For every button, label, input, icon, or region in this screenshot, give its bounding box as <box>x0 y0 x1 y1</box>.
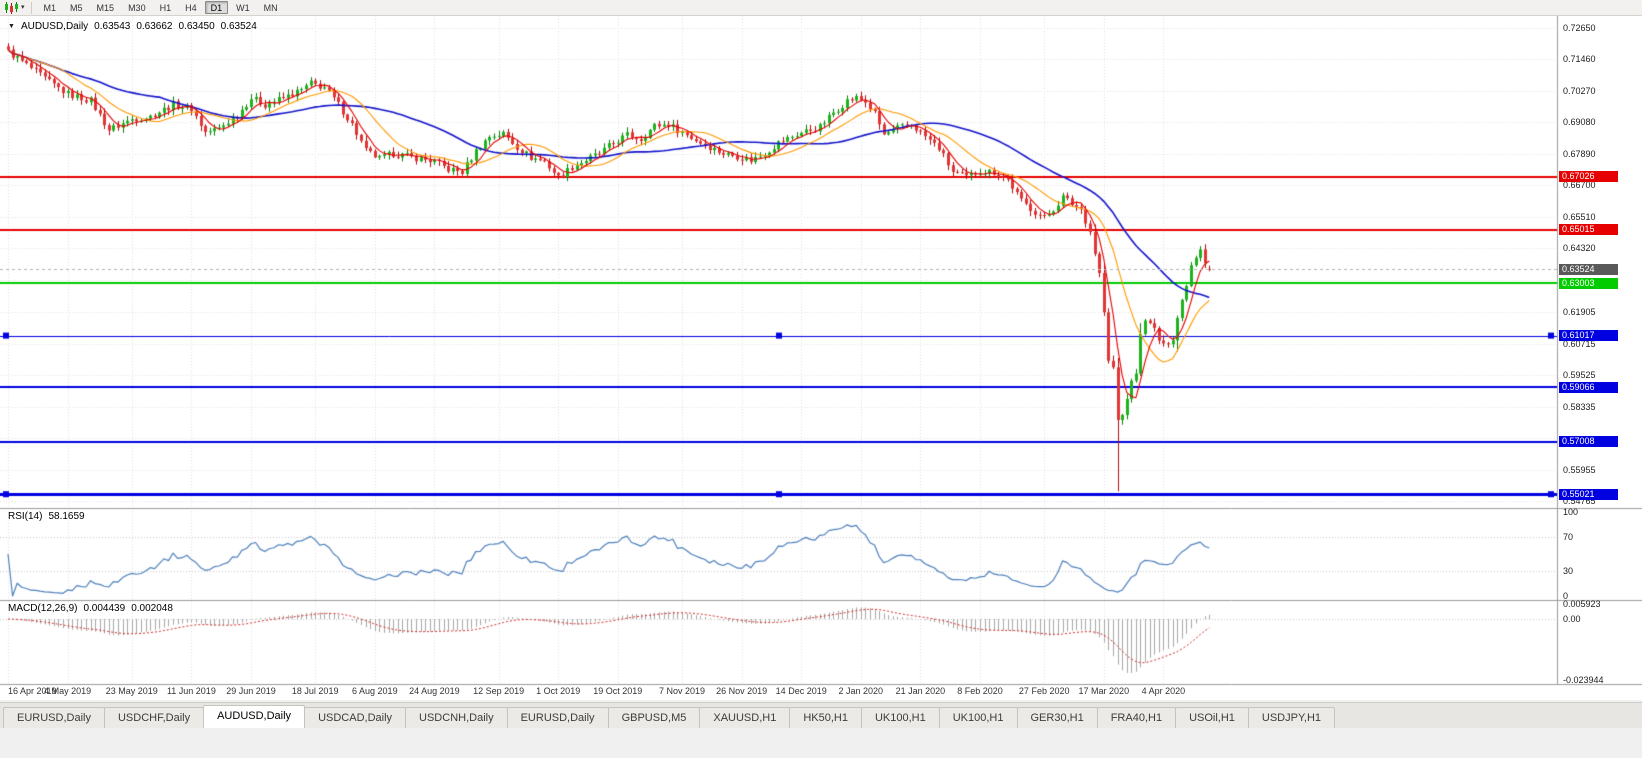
toolbar-separator <box>30 1 32 14</box>
collapse-triangle-icon[interactable]: ▼ <box>8 23 15 30</box>
chart-tab-uk100-h1[interactable]: UK100,H1 <box>938 707 1018 728</box>
chart-tab-usdchf-daily[interactable]: USDCHF,Daily <box>103 707 205 728</box>
timeframe-button-m5[interactable]: M5 <box>70 3 83 13</box>
price-scale-tick: 0.54765 <box>1563 495 1596 506</box>
ohlc-low: 0.63450 <box>178 21 215 32</box>
ohlc-close: 0.63524 <box>220 21 257 32</box>
chart-tab-eurusd-daily[interactable]: EURUSD,Daily <box>3 707 105 728</box>
rsi-pane-label: RSI(14) 58.1659 <box>8 511 85 522</box>
chart-title: ▼ AUDUSD,Daily 0.63543 0.63662 0.63450 0… <box>8 21 257 32</box>
rsi-name: RSI(14) <box>8 511 43 522</box>
price-scale-tick: 0.58335 <box>1563 401 1596 412</box>
date-label: 16 Apr 2019 <box>8 686 57 696</box>
timeframe-button-w1[interactable]: W1 <box>236 3 250 13</box>
rsi-scale-tick: 0 <box>1563 591 1569 601</box>
date-label: 7 Nov 2019 <box>658 686 706 696</box>
date-label: 18 Jul 2019 <box>291 686 339 696</box>
hline-price-box: 0.61017 <box>1559 330 1618 342</box>
date-label: 4 May 2019 <box>44 686 92 696</box>
date-label: 29 Jun 2019 <box>226 686 276 696</box>
price-scale-tick: 0.69080 <box>1563 117 1596 128</box>
price-scale-tick: 0.64320 <box>1563 243 1596 254</box>
hline-price-box: 0.63003 <box>1559 277 1618 289</box>
timeframe-button-m30[interactable]: M30 <box>128 3 146 13</box>
price-scale-tick: 0.55955 <box>1563 464 1596 475</box>
rsi-scale-tick: 100 <box>1563 507 1579 517</box>
price-scale-tick: 0.61905 <box>1563 307 1596 318</box>
timeframe-button-d1[interactable]: D1 <box>204 1 229 14</box>
price-scale-tick: 0.67890 <box>1563 148 1596 159</box>
date-label: 1 Oct 2019 <box>536 686 581 696</box>
timeframe-button-mn[interactable]: MN <box>263 3 278 13</box>
macd-signal-value: 0.002048 <box>131 603 173 614</box>
ohlc-open: 0.63543 <box>94 21 131 32</box>
date-label: 19 Oct 2019 <box>593 686 643 696</box>
hline-price-box: 0.65015 <box>1559 224 1618 236</box>
date-label: 12 Sep 2019 <box>473 686 525 696</box>
chart-symbol-period: AUDUSD,Daily <box>20 21 89 32</box>
macd-scale-tick: 0.005923 <box>1563 599 1601 609</box>
date-label: 4 Apr 2020 <box>1141 686 1186 696</box>
date-label: 11 Jun 2019 <box>166 686 216 696</box>
date-label: 24 Aug 2019 <box>409 686 460 696</box>
dropdown-arrow-icon[interactable]: ▾ <box>21 4 25 11</box>
timeframe-button-m1[interactable]: M1 <box>43 3 57 13</box>
chart-tab-hk50-h1[interactable]: HK50,H1 <box>789 707 862 728</box>
price-scale-tick: 0.66700 <box>1563 180 1596 191</box>
price-scale-tick: 0.72650 <box>1563 22 1596 33</box>
chart-tab-usoil-h1[interactable]: USOil,H1 <box>1175 707 1249 728</box>
timeframe-button-h1[interactable]: H1 <box>159 3 172 13</box>
price-scale-tick: 0.65510 <box>1563 211 1596 222</box>
hline-price-box: 0.57008 <box>1559 436 1618 448</box>
chart-tab-audusd-daily[interactable]: AUDUSD,Daily <box>203 705 306 728</box>
chart-tab-eurusd-daily[interactable]: EURUSD,Daily <box>506 707 609 728</box>
price-scale-tick: 0.70270 <box>1563 85 1596 96</box>
chart-tab-uk100-h1[interactable]: UK100,H1 <box>860 707 940 728</box>
date-label: 26 Nov 2019 <box>716 686 768 696</box>
hline-price-box: 0.59066 <box>1559 381 1618 393</box>
macd-main-value: 0.004439 <box>83 603 126 614</box>
price-scale-tick: 0.60715 <box>1563 338 1596 349</box>
macd-scale-tick: 0.00 <box>1563 614 1581 625</box>
chart-tab-gbpusd-m5[interactable]: GBPUSD,M5 <box>607 707 701 728</box>
chart-tab-usdcad-daily[interactable]: USDCAD,Daily <box>304 707 407 728</box>
hline-price-box: 0.55021 <box>1559 488 1618 500</box>
macd-name: MACD(12,26,9) <box>8 603 78 614</box>
date-label: 8 Feb 2020 <box>957 686 1003 696</box>
chart-tabs: EURUSD,Daily USDCHF,Daily AUDUSD,Daily USDC… <box>0 702 1642 728</box>
price-scale-tick: 0.59525 <box>1563 370 1596 381</box>
rsi-scale-tick: 30 <box>1563 565 1574 576</box>
chart-type-icon[interactable] <box>3 1 19 14</box>
chart-tab-usdjpy-h1[interactable]: USDJPY,H1 <box>1247 707 1336 728</box>
current-price-box: 0.63524 <box>1559 263 1618 275</box>
date-label: 27 Feb 2020 <box>1018 686 1070 696</box>
rsi-scale-tick: 70 <box>1563 532 1574 543</box>
date-label: 2 Jan 2020 <box>838 686 884 696</box>
timeframe-button-h4[interactable]: H4 <box>185 3 197 13</box>
date-label: 6 Aug 2019 <box>352 686 398 696</box>
price-scale-tick: 0.71460 <box>1563 54 1596 65</box>
date-label: 23 May 2019 <box>105 686 158 696</box>
chart-tab-usdcnh-daily[interactable]: USDCNH,Daily <box>405 707 508 728</box>
ohlc-high: 0.63662 <box>136 21 173 32</box>
hline-price-box: 0.67026 <box>1559 171 1618 183</box>
date-label: 21 Jan 2020 <box>895 686 946 696</box>
timeframe-toolbar: ▾ M1 M5 M15 M30 H1 H4 D1 W1 MN <box>0 0 1642 16</box>
timeframe-button-m15[interactable]: M15 <box>96 3 115 13</box>
date-label: 14 Dec 2019 <box>775 686 827 696</box>
chart-tab-ger30-h1[interactable]: GER30,H1 <box>1016 707 1098 728</box>
date-label: 17 Mar 2020 <box>1078 686 1130 696</box>
macd-pane-label: MACD(12,26,9) 0.004439 0.002048 <box>8 603 173 614</box>
macd-scale-tick: -0.023944 <box>1563 675 1604 685</box>
price-chart-canvas[interactable] <box>0 16 1642 700</box>
chart-tab-fra40-h1[interactable]: FRA40,H1 <box>1096 707 1177 728</box>
chart-tab-xauusd-h1[interactable]: XAUUSD,H1 <box>699 707 791 728</box>
chart-area: ▼ AUDUSD,Daily 0.63543 0.63662 0.63450 0… <box>0 16 1642 700</box>
rsi-value: 58.1659 <box>48 511 85 522</box>
